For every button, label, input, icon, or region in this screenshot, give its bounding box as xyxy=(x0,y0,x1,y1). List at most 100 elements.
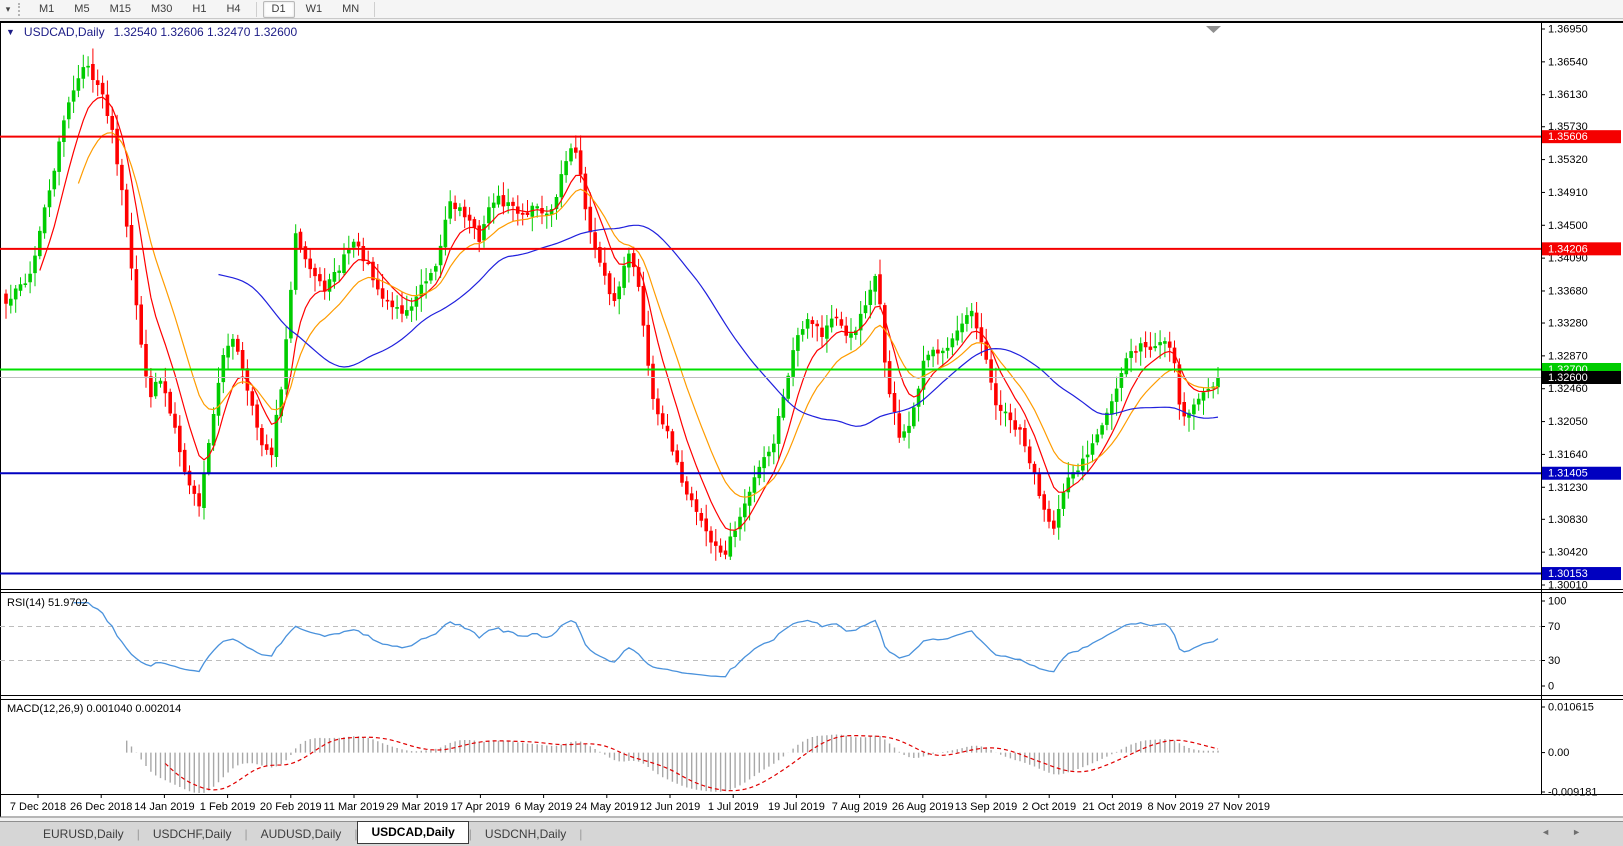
timeframe-button-m30[interactable]: M30 xyxy=(150,2,173,15)
moving-averages xyxy=(39,96,1219,531)
price-tick-label: 1.35320 xyxy=(1548,154,1588,166)
rsi-panel: 100 70 30 0 xyxy=(0,596,1566,693)
timeframe-buttons: M1 M5 M15 M30 H1 H4 D1 W1 MN xyxy=(29,0,380,18)
rsi-line xyxy=(73,602,1219,678)
date-tick-label: 26 Dec 2018 xyxy=(70,801,132,813)
price-tick-label: 1.33680 xyxy=(1548,285,1588,297)
rsi-axis-label: 0 xyxy=(1548,681,1554,693)
timeframe-button-mn[interactable]: MN xyxy=(342,2,360,15)
chart-title-ohlc: 1.32540 1.32606 1.32470 1.32600 xyxy=(113,25,298,39)
timeframe-button-d1[interactable]: D1 xyxy=(262,0,295,18)
level-badge-1.30153 xyxy=(1542,567,1621,581)
tab-audusd-daily[interactable]: AUDUSD,Daily xyxy=(260,827,342,841)
chart-title-caret-icon[interactable]: ▼ xyxy=(6,27,15,37)
toolbar-separator xyxy=(255,1,257,17)
tab-usdchf-daily[interactable]: USDCHF,Daily xyxy=(152,827,232,841)
date-tick-label: 1 Jul 2019 xyxy=(708,801,759,813)
down-candle-wicks xyxy=(5,48,1185,561)
timeframe-button-w1[interactable]: W1 xyxy=(305,2,323,15)
tab-usdcnh-daily[interactable]: USDCNH,Daily xyxy=(484,827,567,841)
tab-scroll-right-icon[interactable]: ► xyxy=(1572,827,1581,837)
level-badge-1.34206 xyxy=(1542,242,1621,256)
rsi-axis-label: 100 xyxy=(1548,596,1566,608)
date-tick-label: 12 Jun 2019 xyxy=(640,801,701,813)
macd-axis-label: 0.010615 xyxy=(1548,702,1594,714)
ma-sma45-line xyxy=(218,224,1219,427)
panel-borders xyxy=(0,21,1623,818)
toolbar-grip-handle[interactable] xyxy=(18,2,23,16)
horizontal-level-lines xyxy=(0,135,1541,575)
date-tick-label: 17 Apr 2019 xyxy=(451,801,510,813)
timeframe-button-h4[interactable]: H4 xyxy=(226,2,241,15)
rsi-axis-label: 70 xyxy=(1548,621,1560,633)
level-badge-label: 1.30153 xyxy=(1548,568,1588,580)
toolbar-dropdown-icon[interactable]: ▾ xyxy=(5,3,11,14)
chart-shift-marker-icon[interactable] xyxy=(1206,26,1221,33)
price-tick-label: 1.34910 xyxy=(1548,187,1588,199)
up-candle-bodies xyxy=(9,65,1220,557)
price-tick-label: 1.31230 xyxy=(1548,482,1588,494)
up-candle-wicks xyxy=(10,54,1219,560)
price-tick-label: 1.32460 xyxy=(1548,383,1588,395)
tab-scroll-left-icon[interactable]: ◄ xyxy=(1541,827,1551,837)
price-tick-label: 1.32050 xyxy=(1548,416,1588,428)
price-tick-label: 1.30420 xyxy=(1548,547,1588,559)
date-tick-label: 14 Jan 2019 xyxy=(134,801,195,813)
date-tick-label: 8 Nov 2019 xyxy=(1147,801,1203,813)
price-tick-label: 1.36130 xyxy=(1548,89,1588,101)
price-tick-label: 1.30010 xyxy=(1548,580,1588,592)
macd-signal-line xyxy=(164,734,1219,792)
chart-window: 1.36950 1.36540 1.36130 1.35730 1.35320 1.349… xyxy=(0,21,1623,818)
level-badge-label: 1.32600 xyxy=(1548,372,1588,384)
macd-axis-label: -0.009181 xyxy=(1548,787,1598,799)
date-tick-label: 2 Oct 2019 xyxy=(1022,801,1076,813)
date-tick-label: 1 Feb 2019 xyxy=(200,801,256,813)
price-tick-label: 1.36950 xyxy=(1548,24,1588,36)
price-tick-label: 1.32870 xyxy=(1548,350,1588,362)
timeframe-button-m5[interactable]: M5 xyxy=(74,2,90,15)
price-tick-label: 1.34090 xyxy=(1548,253,1588,265)
tab-separator: | xyxy=(354,827,358,841)
level-badge-1.35606 xyxy=(1542,130,1621,144)
date-tick-label: 13 Sep 2019 xyxy=(955,801,1017,813)
price-axis-ticks[interactable]: 1.369501.365401.361301.357301.353201.349… xyxy=(1541,24,1588,592)
tab-separator: | xyxy=(136,827,140,841)
timeframe-button-h1[interactable]: H1 xyxy=(192,2,207,15)
date-tick-label: 11 Mar 2019 xyxy=(324,801,385,813)
date-axis[interactable]: 7 Dec 2018 26 Dec 2018 14 Jan 2019 1 Feb 20… xyxy=(10,794,1270,813)
symbol-tabs: EURUSD,Daily | USDCHF,Daily | AUDUSD,Daily | U… xyxy=(30,821,582,844)
date-tick-label: 21 Oct 2019 xyxy=(1082,801,1142,813)
timeframe-toolbar: ▾ M1 M5 M15 M30 H1 H4 D1 W1 MN xyxy=(0,0,1623,19)
level-badge-1.31405 xyxy=(1542,466,1621,480)
candlesticks xyxy=(4,48,1220,561)
date-tick-label: 19 Jul 2019 xyxy=(768,801,825,813)
date-tick-label: 6 May 2019 xyxy=(515,801,572,813)
macd-panel: 0.010615 0.00 -0.009181 xyxy=(126,702,1598,799)
rsi-indicator-label: RSI(14) 51.9702 xyxy=(7,597,88,609)
tab-separator: | xyxy=(244,827,248,841)
tab-usdcad-daily[interactable]: USDCAD,Daily xyxy=(357,821,469,844)
macd-indicator-label: MACD(12,26,9) 0.001040 0.002014 xyxy=(7,703,182,715)
price-chart-canvas[interactable]: 1.369501.365401.361301.357301.353201.349… xyxy=(0,21,1623,818)
tabbar-arrows: ◄ ► xyxy=(1541,827,1581,837)
price-tick-label: 1.31640 xyxy=(1548,449,1588,461)
price-tick-label: 1.36540 xyxy=(1548,56,1588,68)
timeframe-button-m15[interactable]: M15 xyxy=(109,2,131,15)
date-tick-label: 27 Nov 2019 xyxy=(1208,801,1270,813)
macd-axis-label: 0.00 xyxy=(1548,747,1569,759)
date-tick-label: 24 May 2019 xyxy=(575,801,639,813)
rsi-axis-label: 30 xyxy=(1548,655,1560,667)
level-badge-label: 1.35606 xyxy=(1548,131,1588,143)
date-tick-label: 20 Feb 2019 xyxy=(260,801,322,813)
price-tick-label: 1.34500 xyxy=(1548,220,1588,232)
ma-ema16-line xyxy=(77,132,1219,498)
ma-ema8-line xyxy=(39,96,1219,531)
date-tick-label: 26 Aug 2019 xyxy=(892,801,954,813)
toolbar-separator xyxy=(374,1,376,17)
tab-separator: | xyxy=(468,827,472,841)
chart-title: ▼ USDCAD,Daily 1.32540 1.32606 1.32470 1… xyxy=(6,25,297,39)
tab-eurusd-daily[interactable]: EURUSD,Daily xyxy=(43,827,124,841)
timeframe-button-m1[interactable]: M1 xyxy=(39,2,55,15)
date-tick-label: 29 Mar 2019 xyxy=(386,801,448,813)
